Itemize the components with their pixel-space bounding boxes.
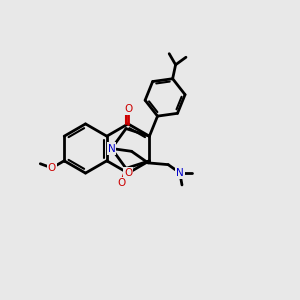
- Text: O: O: [124, 168, 132, 178]
- Text: O: O: [124, 103, 132, 114]
- Text: N: N: [176, 168, 184, 178]
- Text: O: O: [117, 178, 125, 188]
- Text: N: N: [108, 143, 116, 154]
- Text: O: O: [48, 163, 56, 173]
